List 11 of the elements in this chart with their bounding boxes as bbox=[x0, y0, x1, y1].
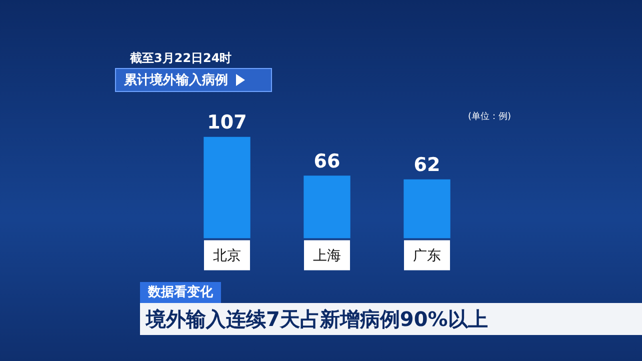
chart-title: 累计境外输入病例 bbox=[124, 72, 228, 89]
x-tick-label: 上海 bbox=[313, 248, 341, 264]
chart-subtitle: 截至3月22日24时 bbox=[130, 50, 232, 67]
data-label: 62 bbox=[414, 154, 440, 176]
data-label: 107 bbox=[207, 112, 247, 134]
x-tick-label: 北京 bbox=[213, 248, 241, 264]
x-tick-label: 广东 bbox=[413, 248, 441, 264]
text: 境外输入连续7天占新增病例90%以上 bbox=[140, 303, 642, 335]
text: (单位：例) bbox=[468, 110, 512, 123]
text: 数据看变化 bbox=[140, 282, 221, 303]
data-label: 66 bbox=[314, 150, 340, 172]
